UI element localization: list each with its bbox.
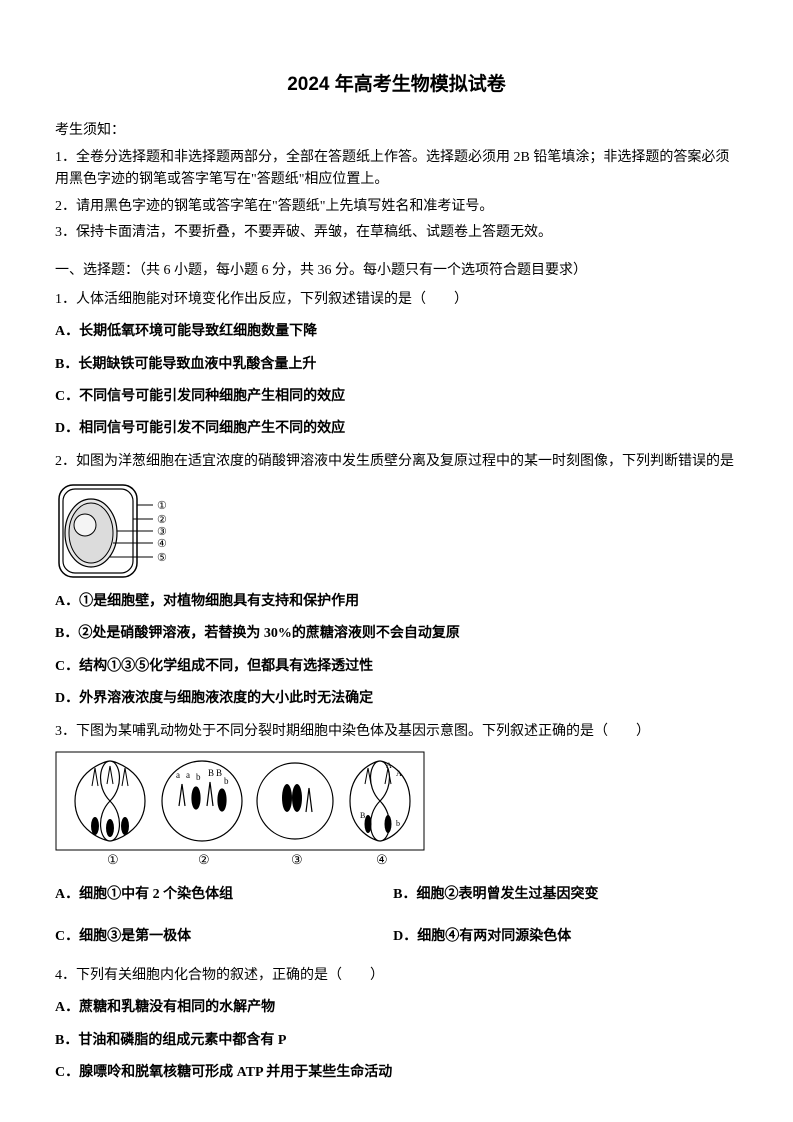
svg-text:a: a <box>186 770 190 780</box>
svg-text:①: ① <box>107 852 119 866</box>
q4-opt-c: C．腺嘌呤和脱氧核糖可形成 ATP 并用于某些生命活动 <box>55 1062 738 1084</box>
q2-label-5: ⑤ <box>157 552 167 564</box>
question-4: 4．下列有关细胞内化合物的叙述，正确的是（ ） A．蔗糖和乳糖没有相同的水解产物… <box>55 965 738 1085</box>
notice-line-3: 3．保持卡面清洁，不要折叠，不要弄破、弄皱，在草稿纸、试题卷上答题无效。 <box>55 222 738 244</box>
svg-text:a: a <box>176 770 180 780</box>
svg-text:B: B <box>216 768 222 778</box>
q1-opt-a: A．长期低氧环境可能导致红细胞数量下降 <box>55 321 738 343</box>
q2-opt-b: B．②处是硝酸钾溶液，若替换为 30%的蔗糖溶液则不会自动复原 <box>55 623 738 645</box>
q3-opt-a: A．细胞①中有 2 个染色体组 <box>55 884 390 906</box>
q2-stem: 2．如图为洋葱细胞在适宜浓度的硝酸钾溶液中发生质壁分离及复原过程中的某一时刻图像… <box>55 451 738 473</box>
q2-label-1: ① <box>157 500 167 512</box>
question-2: 2．如图为洋葱细胞在适宜浓度的硝酸钾溶液中发生质壁分离及复原过程中的某一时刻图像… <box>55 451 738 711</box>
q4-opt-a: A．蔗糖和乳糖没有相同的水解产物 <box>55 997 738 1019</box>
svg-text:A: A <box>386 761 392 770</box>
q2-label-4: ④ <box>157 538 167 550</box>
notice-line-1: 1．全卷分选择题和非选择题两部分，全部在答题纸上作答。选择题必须用 2B 铅笔填… <box>55 147 738 192</box>
question-3: 3．下图为某哺乳动物处于不同分裂时期细胞中染色体及基因示意图。下列叙述正确的是（… <box>55 721 738 959</box>
svg-text:b: b <box>224 776 229 786</box>
question-1: 1．人体活细胞能对环境变化作出反应，下列叙述错误的是（ ） A．长期低氧环境可能… <box>55 289 738 441</box>
svg-text:b: b <box>196 772 201 782</box>
q3-stem: 3．下图为某哺乳动物处于不同分裂时期细胞中染色体及基因示意图。下列叙述正确的是（… <box>55 721 738 743</box>
q3-opt-b: B．细胞②表明曾发生过基因突变 <box>393 884 728 906</box>
svg-text:b: b <box>396 819 400 828</box>
svg-text:A: A <box>396 769 402 778</box>
svg-text:④: ④ <box>376 852 388 866</box>
q2-opt-c: C．结构①③⑤化学组成不同，但都具有选择透过性 <box>55 656 738 678</box>
q2-figure: ① ② ③ ④ ⑤ <box>55 481 738 581</box>
q3-opt-c: C．细胞③是第一极体 <box>55 926 390 948</box>
q1-stem: 1．人体活细胞能对环境变化作出反应，下列叙述错误的是（ ） <box>55 289 738 311</box>
q4-opt-b: B．甘油和磷脂的组成元素中都含有 P <box>55 1030 738 1052</box>
q1-opt-b: B．长期缺铁可能导致血液中乳酸含量上升 <box>55 354 738 376</box>
svg-text:③: ③ <box>291 852 303 866</box>
svg-text:B: B <box>360 811 365 820</box>
q1-opt-c: C．不同信号可能引发同种细胞产生相同的效应 <box>55 386 738 408</box>
svg-text:②: ② <box>198 852 210 866</box>
q2-opt-a: A．①是细胞壁，对植物细胞具有支持和保护作用 <box>55 591 738 613</box>
q1-opt-d: D．相同信号可能引发不同细胞产生不同的效应 <box>55 418 738 440</box>
notice-line-2: 2．请用黑色字迹的钢笔或答字笔在"答题纸"上先填写姓名和准考证号。 <box>55 196 738 218</box>
q4-stem: 4．下列有关细胞内化合物的叙述，正确的是（ ） <box>55 965 738 987</box>
section-1-header: 一、选择题：（共 6 小题，每小题 6 分，共 36 分。每小题只有一个选项符合… <box>55 260 738 282</box>
notice-header: 考生须知： <box>55 120 738 142</box>
q2-label-2: ② <box>157 514 167 526</box>
q2-label-3: ③ <box>157 526 167 538</box>
q3-opt-d: D．细胞④有两对同源染色体 <box>393 926 728 948</box>
q3-figure: ① a a b B B b ② <box>55 751 738 866</box>
svg-text:B: B <box>208 768 214 778</box>
q2-opt-d: D．外界溶液浓度与细胞液浓度的大小此时无法确定 <box>55 688 738 710</box>
page-title: 2024 年高考生物模拟试卷 <box>55 70 738 100</box>
